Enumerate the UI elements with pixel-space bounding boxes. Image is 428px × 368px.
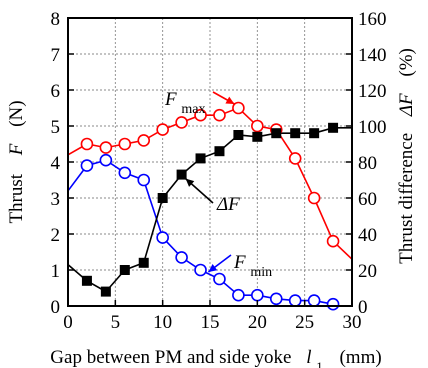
annotation-delta-f: ΔF [216,194,240,215]
y-left-tick-label-8: 8 [51,9,61,30]
y-left-tick-label-0: 0 [51,297,61,318]
annotation-f-max-subscript: max [181,102,205,117]
point-f-max-2 [99,141,113,154]
annotation-f-min-subscript: min [250,265,272,280]
x-axis-title-symbol: l [306,347,311,368]
point-f-min-8 [213,272,226,286]
point-f-max-6 [175,116,188,129]
x-tick-label-30: 30 [343,312,362,333]
y-axis-left-title-unit: (N) [6,100,27,126]
series-line-f-min [67,159,334,305]
arrow-delta-f-head [185,178,195,187]
point-delta-f-3 [119,265,130,275]
y-right-tick-label-40: 40 [358,225,377,246]
y-left-tick-label-2: 2 [51,225,61,246]
point-f-min-1 [80,159,94,172]
y-left-tick-label-6: 6 [51,81,61,102]
y-left-tick-label-7: 7 [51,45,61,66]
point-f-min-3 [118,166,132,180]
point-delta-f-12 [290,128,301,139]
series-markers [80,101,340,311]
point-f-min-14 [326,297,340,311]
point-delta-f-6 [176,169,187,180]
y-axis-right-title-symbol: ΔF [396,93,417,117]
arrow-f-min-head [208,263,218,272]
tick-labels: 0 5 10 15 20 25 300123456780204060801001201401… [51,9,387,333]
x-tick-label-20: 20 [248,312,267,333]
y-right-tick-label-0: 0 [358,297,368,318]
ticks [67,17,353,307]
point-f-max-10 [251,119,264,133]
point-f-min-4 [137,173,151,187]
x-axis-title-subscript: 1 [316,359,323,368]
annotation-f-max: F max [164,89,205,117]
y-right-tick-label-20: 20 [358,261,377,282]
point-f-min-10 [251,288,264,302]
point-f-min-13 [307,294,321,307]
annotation-arrows [185,91,235,273]
x-tick-label-0: 0 [63,312,73,333]
y-right-tick-label-160: 160 [358,9,387,30]
point-f-min-7 [194,263,207,277]
x-axis-title-unit: (mm) [339,347,381,368]
x-axis-title-text: Gap between PM and side yoke [50,347,291,368]
point-f-max-4 [137,134,151,147]
y-right-tick-label-80: 80 [358,153,377,174]
y-right-tick-label-60: 60 [358,189,377,210]
point-f-max-8 [213,108,226,122]
y-axis-right-title-unit: (%) [396,48,417,76]
point-delta-f-2 [100,286,111,297]
y-right-tick-label-100: 100 [358,117,387,138]
point-f-min-12 [288,294,302,307]
x-axis-title: Gap between PM and side yoke l 1 (mm) [50,347,381,368]
point-f-max-12 [288,152,302,165]
point-delta-f-10 [252,131,263,142]
y-axis-right-title: Thrust difference ΔF (%) [396,48,417,264]
annotation-f-max-symbol: F [164,89,177,110]
annotation-delta-f-symbol: ΔF [216,194,240,215]
point-f-max-14 [326,234,340,248]
point-delta-f-4 [138,257,149,268]
point-delta-f-5 [157,193,168,203]
point-f-max-1 [80,137,94,151]
point-delta-f-13 [309,128,320,139]
point-f-max-3 [118,137,132,151]
point-delta-f-9 [233,130,244,140]
x-tick-label-5: 5 [111,312,121,333]
y-left-tick-label-1: 1 [51,261,61,282]
point-delta-f-7 [195,153,206,164]
point-delta-f-8 [214,146,225,157]
annotation-f-min-symbol: F [233,252,246,273]
point-f-min-11 [269,292,283,306]
y-axis-left-title-symbol: F [6,143,27,156]
series-line-f-max [67,107,353,260]
x-tick-label-10: 10 [153,312,172,333]
point-f-min-9 [232,288,245,302]
point-f-min-5 [156,231,169,244]
point-f-max-9 [232,101,245,115]
point-f-max-5 [156,123,169,136]
point-delta-f-1 [81,275,92,286]
point-f-max-13 [307,191,321,205]
point-f-min-6 [175,251,188,264]
y-axis-left-title-text: Thrust [6,173,27,223]
y-right-tick-label-120: 120 [358,81,387,102]
y-right-tick-label-140: 140 [358,45,387,66]
y-left-tick-label-3: 3 [51,189,61,210]
point-f-min-2 [99,153,113,167]
y-left-tick-label-5: 5 [51,117,61,138]
x-tick-label-25: 25 [295,312,314,333]
y-axis-right-title-text: Thrust difference [396,133,417,264]
point-delta-f-14 [328,122,339,133]
annotation-f-min: F min [233,252,272,280]
point-delta-f-11 [271,128,282,139]
arrow-f-max-head [225,96,235,104]
point-f-max-7 [194,108,207,122]
y-axis-left-title: Thrust F (N) [6,100,27,223]
y-left-tick-label-4: 4 [51,153,61,174]
x-tick-label-15: 15 [201,312,220,333]
series-line-delta-f [67,127,352,293]
